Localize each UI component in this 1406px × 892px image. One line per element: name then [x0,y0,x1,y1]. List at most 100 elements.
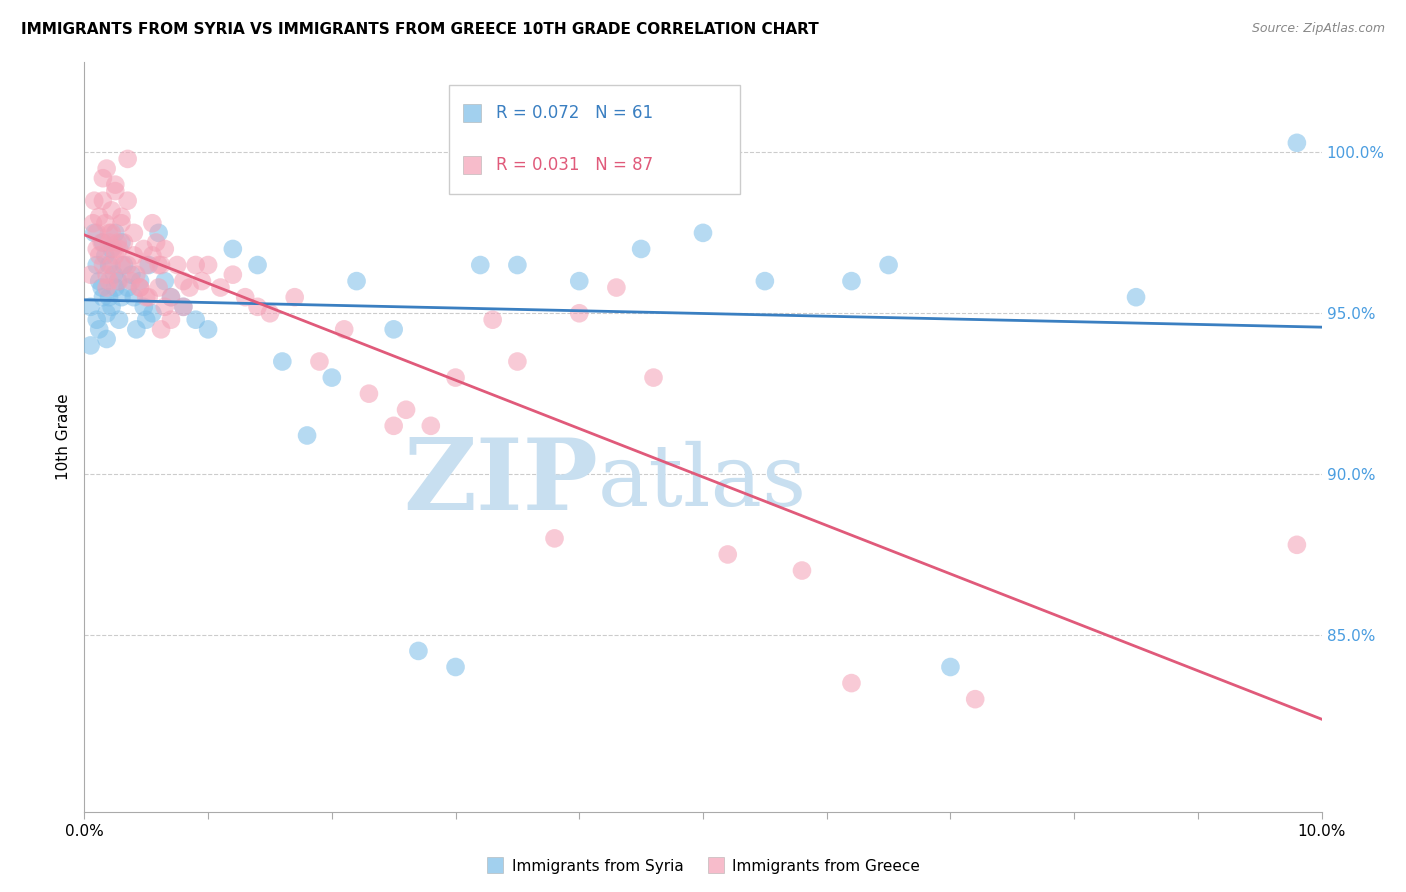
Point [444,660,467,674]
Point [129,274,152,288]
Point [382,322,405,336]
Point [333,322,356,336]
Point [692,226,714,240]
Point [321,370,343,384]
Text: R = 0.031   N = 87: R = 0.031 N = 87 [496,156,654,174]
Point [117,280,139,294]
Point [91,258,114,272]
Point [96,306,118,320]
Point [197,258,219,272]
Point [96,332,118,346]
Point [86,242,108,256]
Point [382,418,405,433]
Point [107,235,129,250]
Point [107,274,129,288]
Point [91,235,114,250]
Point [104,226,127,240]
Point [271,354,294,368]
Point [160,290,183,304]
Point [132,300,155,314]
Point [100,300,122,314]
Point [108,312,131,326]
Point [117,258,139,272]
Point [605,280,627,294]
Point [129,280,152,294]
Point [184,258,207,272]
Point [98,235,121,250]
Point [481,312,503,326]
Point [89,210,111,224]
Point [110,290,132,304]
Point [150,322,173,336]
Point [150,258,173,272]
Point [83,226,105,240]
Point [153,242,176,256]
Point [841,676,863,690]
Point [419,418,441,433]
Point [83,194,105,208]
Point [160,290,183,304]
Point [470,258,492,272]
Point [179,280,201,294]
Point [1125,290,1147,304]
Point [91,194,114,208]
Point [877,258,900,272]
Point [112,258,135,272]
Point [145,235,167,250]
Point [120,274,142,288]
Point [222,268,245,282]
Point [89,322,111,336]
Point [103,242,125,256]
Point [132,242,155,256]
Point [148,258,170,272]
Point [82,216,104,230]
Point [506,258,529,272]
Y-axis label: 10th Grade: 10th Grade [56,393,72,481]
Point [104,248,127,262]
Point [120,268,142,282]
Point [148,280,170,294]
Point [108,242,131,256]
Point [96,268,118,282]
Point [86,258,108,272]
Point [94,216,117,230]
Point [86,226,108,240]
Point [98,258,121,272]
Text: Source: ZipAtlas.com: Source: ZipAtlas.com [1251,22,1385,36]
Point [96,161,118,176]
Point [89,274,111,288]
Point [91,290,114,304]
Point [444,370,467,384]
Point [122,290,145,304]
Point [965,692,987,706]
Point [153,300,176,314]
Point [148,226,170,240]
Legend: Immigrants from Syria, Immigrants from Greece: Immigrants from Syria, Immigrants from G… [479,853,927,880]
Point [568,274,591,288]
Point [246,258,269,272]
Point [172,300,194,314]
Text: R = 0.072   N = 61: R = 0.072 N = 61 [496,104,654,122]
Point [295,428,318,442]
Point [129,280,152,294]
Point [110,210,132,224]
Point [284,290,307,304]
Text: ZIP: ZIP [404,434,598,531]
Point [94,248,117,262]
Point [790,564,813,578]
Point [86,312,108,326]
Point [172,300,194,314]
Point [110,258,132,272]
Point [100,258,122,272]
Point [122,248,145,262]
Point [543,532,565,546]
Point [125,268,148,282]
Text: atlas: atlas [598,441,807,524]
Point [141,216,163,230]
Point [172,274,194,288]
Point [100,226,122,240]
Point [138,290,160,304]
Point [209,280,232,294]
Point [166,258,188,272]
Point [246,300,269,314]
